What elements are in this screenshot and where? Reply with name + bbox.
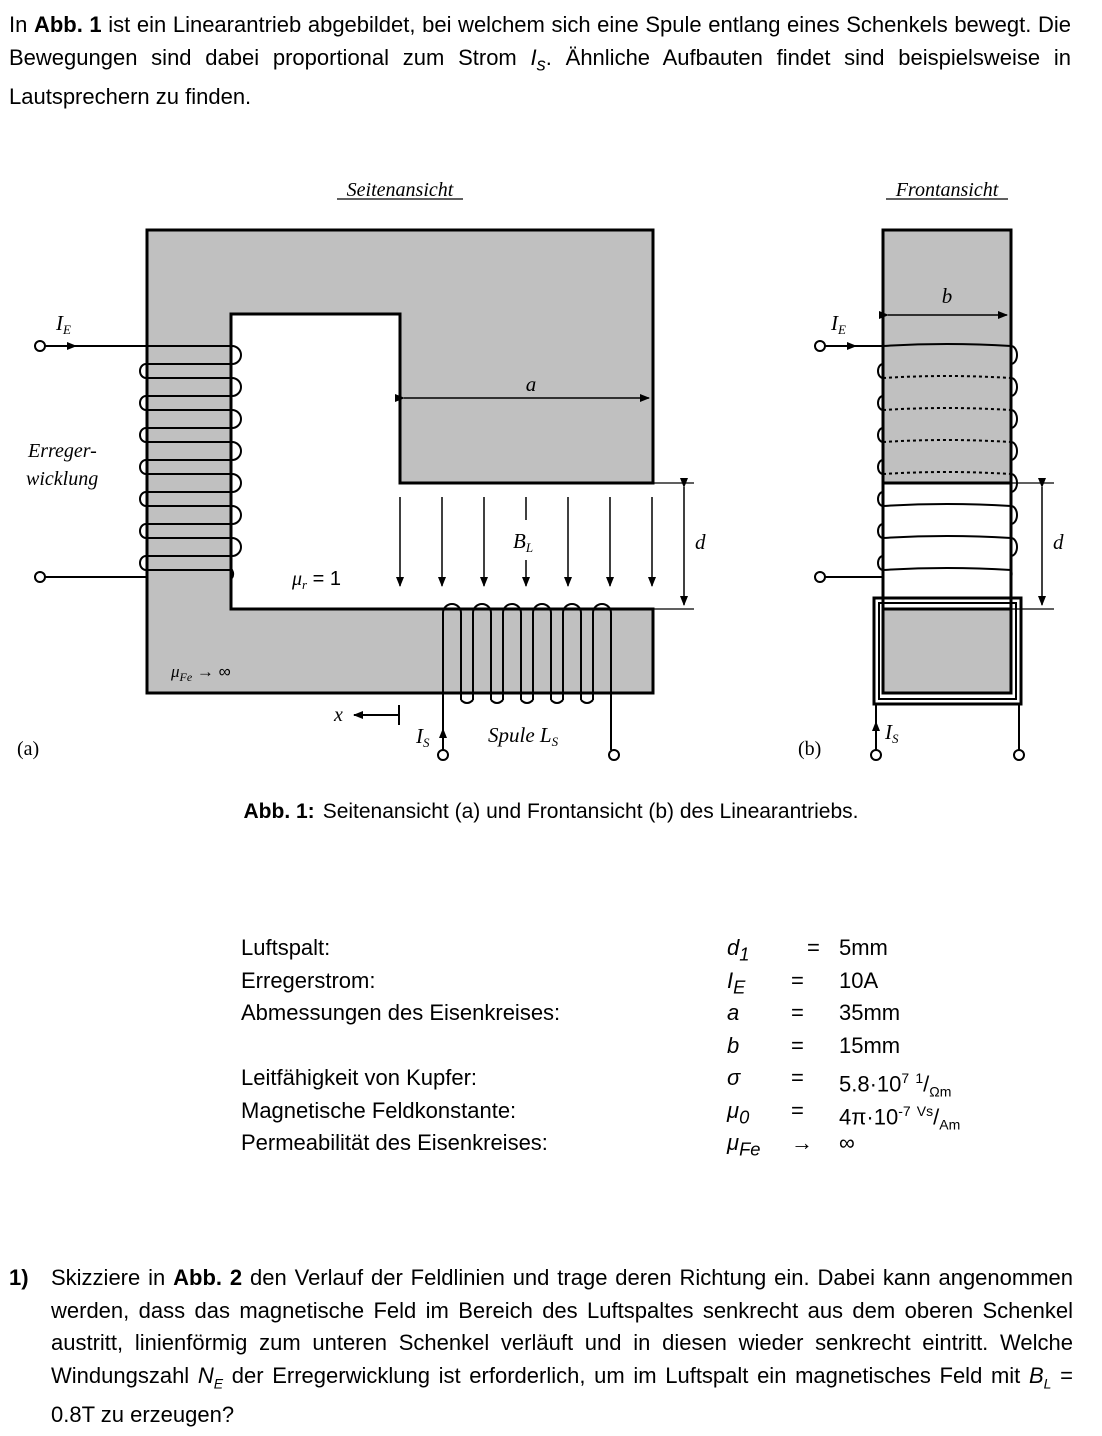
label-a-view: (a): [17, 738, 39, 760]
figure-linear-actuator: Seitenansicht IE Erreger- wicklung a BL: [17, 179, 1064, 761]
param-row: Magnetische Feldkonstante: μ0 = 4π·10-7 Vs/…: [241, 1097, 961, 1133]
param-row: Abmessungen des Eisenkreises: a = 35mm: [241, 1000, 901, 1025]
label-mur: μr = 1: [291, 568, 341, 592]
label-b-view: (b): [798, 738, 821, 760]
label-winding-2: wicklung: [26, 468, 98, 490]
front-view: Frontansicht b IE d: [798, 179, 1064, 761]
front-label-ie: IE: [830, 311, 846, 337]
label-ie: IE: [55, 311, 71, 337]
label-a: a: [526, 372, 537, 396]
front-view-title: Frontansicht: [895, 179, 999, 201]
front-terminal-ie-top: [814, 340, 826, 352]
front-terminal-ie-bottom: [814, 571, 826, 583]
terminal-ie-top: [34, 340, 46, 352]
param-row: Leitfähigkeit von Kupfer: σ = 5.8·107 1/Ωm: [241, 1065, 952, 1100]
param-row: Erregerstrom: IE = 10A: [241, 967, 879, 997]
front-terminal-is-right: [1013, 749, 1025, 761]
side-view-title: Seitenansicht: [347, 179, 454, 201]
terminal-is-right: [608, 749, 620, 761]
label-bl: BL: [513, 529, 533, 555]
front-core-lower: [881, 607, 1013, 695]
front-label-is: IS: [884, 720, 899, 746]
caption-text: Seitenansicht (a) und Frontansicht (b) d…: [322, 800, 859, 823]
label-mufe: μFe → ∞: [170, 662, 231, 684]
intro-paragraph: In Abb. 1 ist ein Linearantrieb abgebild…: [9, 12, 1071, 110]
front-label-d: d: [1053, 530, 1064, 554]
side-view: Seitenansicht IE Erreger- wicklung a BL: [17, 179, 706, 761]
front-coil-inner: [878, 602, 1017, 700]
figure-ref: Abb. 1: [33, 12, 102, 37]
front-core-upper: [881, 228, 1013, 485]
label-winding-1: Erreger-: [27, 440, 97, 462]
front-coil-leads: [872, 704, 1020, 750]
label-x: x: [333, 704, 343, 726]
label-d: d: [695, 530, 706, 554]
figure-caption: Abb. 1: Seitenansicht (a) und Frontansich…: [0, 800, 1102, 824]
front-terminal-is-left: [870, 749, 882, 761]
task-number: 1): [9, 1265, 29, 1290]
task-text: Skizziere in Abb. 2 den Verlauf der Feld…: [51, 1265, 1074, 1428]
terminal-is-left: [437, 749, 449, 761]
iron-core: [145, 228, 655, 695]
param-row: Luftspalt: d1 = 5mm: [241, 935, 888, 965]
label-coil: Spule LS: [488, 723, 559, 749]
terminal-ie-bottom: [34, 571, 46, 583]
label-b: b: [942, 284, 953, 308]
field-arrows: [396, 497, 656, 587]
front-coil-outer: [872, 596, 1023, 706]
label-is: IS: [415, 724, 430, 750]
caption-label: Abb. 1:: [243, 800, 315, 823]
parameter-table: Luftspalt: d1 = 5mm Erregerstrom: IE = 10A Abm…: [241, 932, 1001, 1160]
param-row: Permeabilität des Eisenkreises: μFe → ∞: [241, 1130, 855, 1160]
param-row: b = 15mm: [727, 1032, 901, 1058]
moving-coil: [439, 603, 612, 750]
